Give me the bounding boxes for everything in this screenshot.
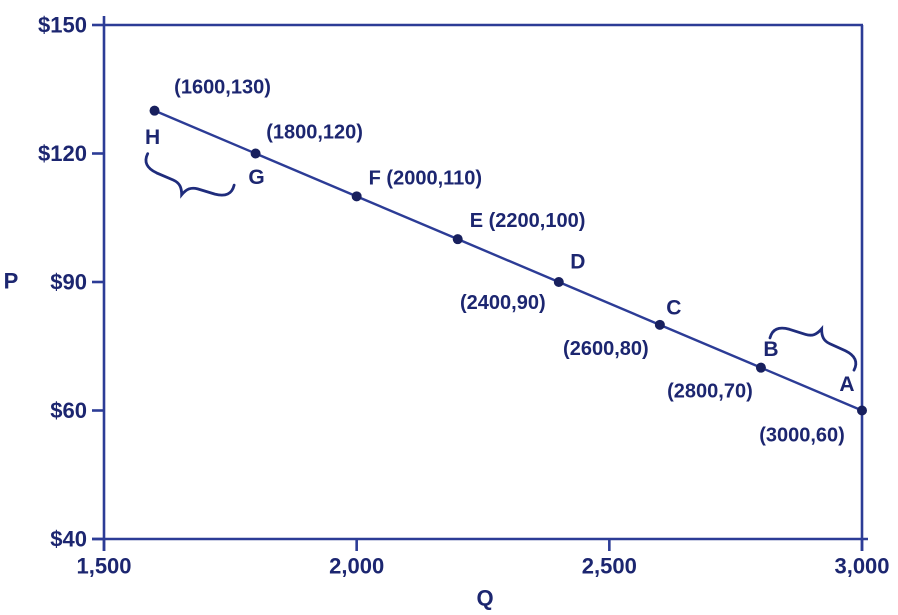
y-tick-label: $90 — [50, 270, 87, 295]
point-letter-D: D — [570, 251, 585, 274]
axis-ticks: $150 $120 $90 $60 $401,500 2,000 2,500 3,000 — [38, 13, 889, 579]
data-point-A — [857, 405, 867, 416]
y-tick-label: $60 — [50, 398, 87, 423]
point-coords-C: (2600,80) — [563, 338, 649, 360]
y-tick-label: $40 — [50, 527, 87, 552]
demand-curve-line — [154, 109, 863, 412]
point-coords-D: (2400,90) — [460, 292, 546, 314]
point-coords-H: (1600,130) — [174, 77, 271, 99]
data-point-D — [553, 277, 564, 287]
demand-series: H (1600,130) G(1800,120) F (2000,110) E (220… — [145, 77, 867, 447]
data-point-F — [351, 191, 362, 202]
point-coords-B: (2800,70) — [667, 381, 753, 403]
data-point-C — [654, 319, 665, 330]
point-letter-H: H — [145, 126, 160, 149]
x-tick-label: 2,500 — [582, 554, 637, 579]
x-tick-label: 3,000 — [834, 554, 889, 579]
x-tick-label: 2,000 — [329, 554, 384, 579]
point-letter-B: B — [763, 338, 778, 361]
point-letter-A: A — [839, 373, 854, 396]
x-axis-title: Q — [476, 586, 493, 611]
point-letter-G: G — [248, 166, 264, 189]
point-label-E: E (2200,100) — [470, 210, 586, 232]
y-tick-label: $120 — [38, 141, 87, 166]
y-tick-label: $150 — [38, 13, 87, 38]
x-tick-label: 1,500 — [76, 554, 131, 579]
axis-frame — [92, 16, 868, 551]
brace-annotation-BA-icon — [768, 324, 858, 372]
point-coords-G: (1800,120) — [266, 122, 363, 144]
data-point-H — [149, 105, 160, 116]
point-label-F: F (2000,110) — [369, 167, 482, 189]
data-point-G — [250, 148, 261, 159]
data-point-E — [452, 234, 463, 245]
point-letter-C: C — [666, 296, 681, 319]
point-coords-A: (3000,60) — [759, 425, 845, 447]
brace-annotation-HG-icon — [144, 152, 236, 199]
data-point-B — [755, 362, 766, 373]
y-axis-title: P — [4, 269, 19, 294]
